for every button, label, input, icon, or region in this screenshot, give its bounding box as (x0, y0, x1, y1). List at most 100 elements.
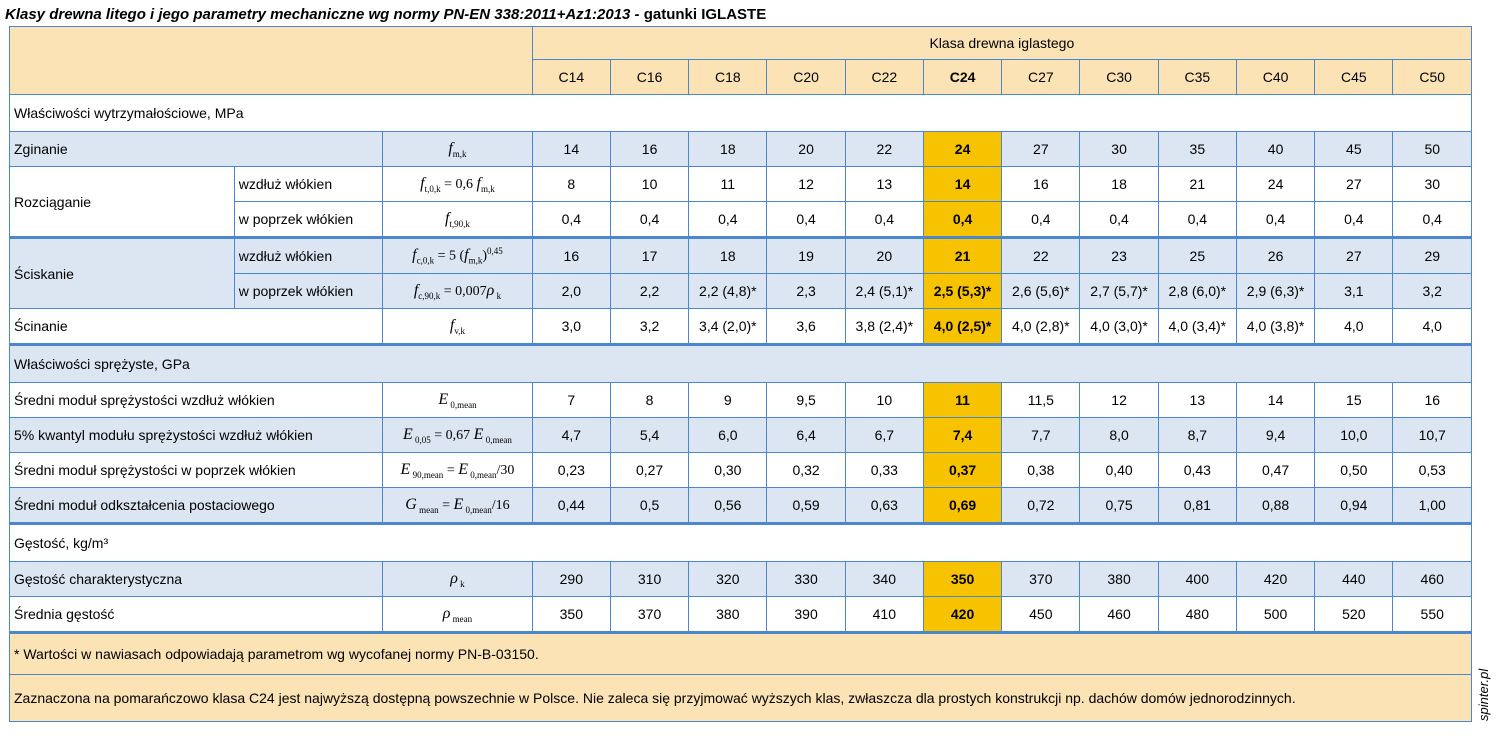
class-header-c14: C14 (531, 59, 611, 95)
value-cell-shear-c14: 3,0 (531, 308, 611, 345)
value-cell-e-90-c16: 0,27 (609, 452, 690, 488)
value-cell-comp-perp-c18: 2,2 (4,8)* (688, 273, 768, 309)
value-cell-rho-k-c18: 320 (688, 561, 768, 597)
value-cell-bending-c40: 40 (1235, 131, 1316, 167)
value-cell-e-90-c24: 0,37 (922, 452, 1003, 488)
value-cell-shear-c20: 3,6 (766, 308, 846, 345)
value-cell-comp-perp-c40: 2,9 (6,3)* (1235, 273, 1316, 309)
value-cell-g-mean-c30: 0,75 (1079, 487, 1159, 524)
value-cell-tension-par-c30: 18 (1079, 166, 1159, 202)
value-cell-g-mean-c50: 1,00 (1392, 487, 1472, 524)
value-cell-comp-perp-c16: 2,2 (609, 273, 690, 309)
value-cell-comp-par-c27: 22 (1001, 236, 1081, 274)
class-header-c30: C30 (1079, 59, 1159, 95)
value-cell-rho-k-c16: 310 (609, 561, 690, 597)
value-cell-e-005-c45: 10,0 (1314, 417, 1394, 453)
value-cell-tension-par-c27: 16 (1001, 166, 1081, 202)
value-cell-rho-mean-c35: 480 (1157, 596, 1237, 633)
value-cell-rho-k-c45: 440 (1314, 561, 1394, 597)
value-cell-g-mean-c16: 0,5 (609, 487, 690, 524)
row-label-shear: Ścinanie (8, 308, 384, 345)
value-cell-e-mean-c22: 10 (844, 382, 924, 418)
value-cell-bending-c24: 24 (922, 131, 1003, 167)
value-cell-comp-par-c22: 20 (844, 236, 924, 274)
value-cell-tension-par-c45: 27 (1314, 166, 1394, 202)
sub-label-compression-parallel: wzdłuż włókien (233, 236, 384, 274)
class-header-c35: C35 (1157, 59, 1237, 95)
value-cell-rho-mean-c27: 450 (1001, 596, 1081, 633)
value-cell-rho-mean-c20: 390 (766, 596, 846, 633)
value-cell-e-005-c24: 7,4 (922, 417, 1003, 453)
value-cell-rho-k-c27: 370 (1001, 561, 1081, 597)
formula-e005: E 0,05 = 0,67 E 0,mean (382, 417, 533, 453)
value-cell-comp-perp-c27: 2,6 (5,6)* (1001, 273, 1081, 309)
value-cell-tension-par-c18: 11 (688, 166, 768, 202)
section-elastic: Właściwości sprężyste, GPa (9, 343, 1472, 383)
value-cell-shear-c50: 4,0 (1392, 308, 1472, 345)
class-header-c27: C27 (1001, 59, 1081, 95)
value-cell-comp-par-c35: 25 (1157, 236, 1237, 274)
value-cell-rho-mean-c24: 420 (922, 596, 1003, 633)
value-cell-comp-par-c18: 18 (688, 236, 768, 274)
value-cell-e-005-c16: 5,4 (609, 417, 690, 453)
value-cell-comp-par-c30: 23 (1079, 236, 1159, 274)
value-cell-e-mean-c30: 12 (1079, 382, 1159, 418)
class-header-c24: C24 (922, 59, 1003, 95)
class-header-c16: C16 (609, 59, 690, 95)
value-cell-e-mean-c16: 8 (609, 382, 690, 418)
value-cell-e-005-c20: 6,4 (766, 417, 846, 453)
value-cell-rho-k-c50: 460 (1392, 561, 1472, 597)
value-cell-bending-c22: 22 (844, 131, 924, 167)
value-cell-shear-c35: 4,0 (3,4)* (1157, 308, 1237, 345)
value-cell-e-005-c35: 8,7 (1157, 417, 1237, 453)
value-cell-e-005-c14: 4,7 (531, 417, 611, 453)
value-cell-comp-perp-c45: 3,1 (1314, 273, 1394, 309)
value-cell-comp-perp-c30: 2,7 (5,7)* (1079, 273, 1159, 309)
value-cell-e-mean-c14: 7 (531, 382, 611, 418)
value-cell-rho-mean-c22: 410 (844, 596, 924, 633)
value-cell-g-mean-c40: 0,88 (1235, 487, 1316, 524)
value-cell-comp-perp-c22: 2,4 (5,1)* (844, 273, 924, 309)
header-corner (9, 26, 533, 95)
value-cell-e-90-c20: 0,32 (766, 452, 846, 488)
title-normal: gatunki IGLASTE (643, 6, 767, 23)
value-cell-e-005-c50: 10,7 (1392, 417, 1472, 453)
value-cell-g-mean-c27: 0,72 (1001, 487, 1081, 524)
value-cell-g-mean-c14: 0,44 (531, 487, 611, 524)
value-cell-tension-par-c16: 10 (609, 166, 690, 202)
formula-fc90k: fc,90,k = 0,007ρ k (382, 273, 533, 309)
value-cell-shear-c24: 4,0 (2,5)* (922, 308, 1003, 345)
value-cell-comp-perp-c20: 2,3 (766, 273, 846, 309)
value-cell-g-mean-c24: 0,69 (922, 487, 1003, 524)
value-cell-rho-mean-c30: 460 (1079, 596, 1159, 633)
value-cell-e-mean-c35: 13 (1157, 382, 1237, 418)
value-cell-e-mean-c24: 11 (922, 382, 1003, 418)
formula-ft90k: ft,90,k (382, 201, 533, 238)
formula-fvk: fv,k (382, 308, 533, 345)
value-cell-tension-perp-c22: 0,4 (844, 201, 924, 238)
row-label-rho-mean: Średnia gęstość (8, 596, 384, 633)
note-asterisk: * Wartości w nawiasach odpowiadają param… (9, 631, 1472, 675)
value-cell-shear-c16: 3,2 (609, 308, 690, 345)
value-cell-shear-c22: 3,8 (2,4)* (844, 308, 924, 345)
formula-gmean: G mean = E 0,mean/16 (382, 487, 533, 524)
value-cell-rho-mean-c45: 520 (1314, 596, 1394, 633)
value-cell-g-mean-c45: 0,94 (1314, 487, 1394, 524)
value-cell-tension-perp-c40: 0,4 (1235, 201, 1316, 238)
value-cell-comp-par-c40: 26 (1235, 236, 1316, 274)
row-label-e-90: Średni moduł sprężystości w poprzek włók… (8, 452, 384, 488)
value-cell-bending-c20: 20 (766, 131, 846, 167)
value-cell-shear-c27: 4,0 (2,8)* (1001, 308, 1081, 345)
sub-label-tension-parallel: wzdłuż włókien (233, 166, 384, 202)
value-cell-e-90-c18: 0,30 (688, 452, 768, 488)
class-header-c20: C20 (766, 59, 846, 95)
class-header-c45: C45 (1314, 59, 1394, 95)
value-cell-tension-par-c14: 8 (531, 166, 611, 202)
value-cell-e-005-c18: 6,0 (688, 417, 768, 453)
value-cell-e-90-c22: 0,33 (844, 452, 924, 488)
formula-rhomean: ρ mean (382, 596, 533, 633)
value-cell-e-90-c45: 0,50 (1314, 452, 1394, 488)
row-label-e-mean: Średni moduł sprężystości wzdłuż włókien (8, 382, 384, 418)
value-cell-rho-k-c24: 350 (922, 561, 1003, 597)
value-cell-rho-mean-c50: 550 (1392, 596, 1472, 633)
